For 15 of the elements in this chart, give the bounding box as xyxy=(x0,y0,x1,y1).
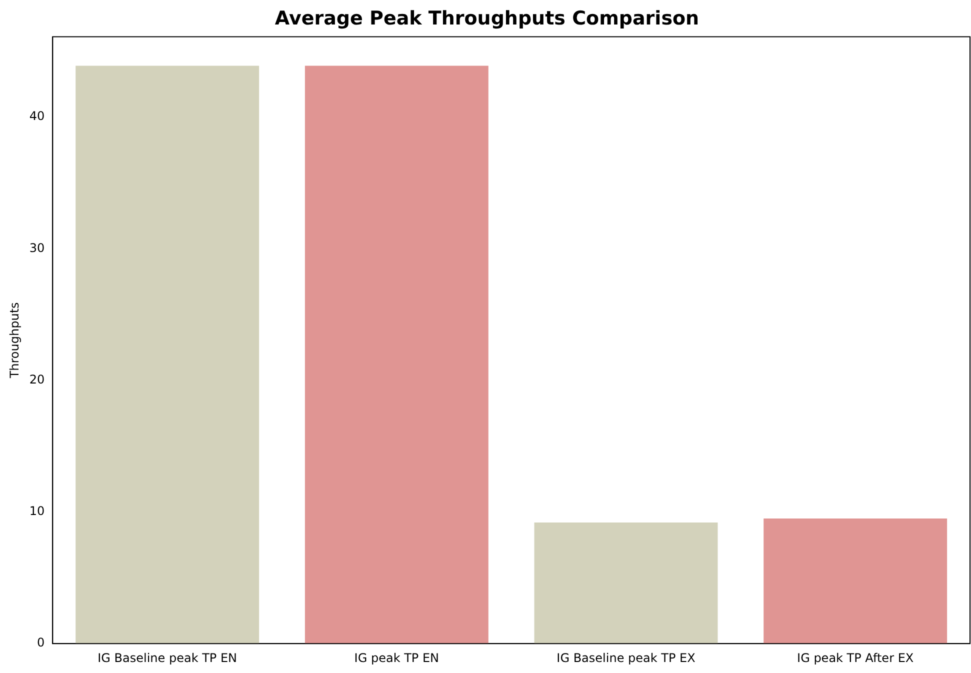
y-tick-label: 0 xyxy=(37,636,45,650)
bar xyxy=(534,522,718,644)
y-tick-label: 10 xyxy=(29,504,45,518)
y-tick-label: 30 xyxy=(29,240,45,255)
bar xyxy=(76,66,260,644)
x-tick-label: IG peak TP EN xyxy=(354,650,440,665)
y-tick-label: 20 xyxy=(29,372,45,386)
bar xyxy=(304,66,488,644)
x-tick-label: IG Baseline peak TP EN xyxy=(98,650,238,665)
x-tick-label: IG Baseline peak TP EX xyxy=(556,650,696,665)
chart-title: Average Peak Throughputs Comparison xyxy=(274,7,700,30)
y-tick-label: 40 xyxy=(29,109,45,124)
y-axis-title: Throughputs xyxy=(7,302,22,380)
x-tick-label: IG peak TP After EX xyxy=(797,650,914,665)
bar xyxy=(764,518,948,644)
